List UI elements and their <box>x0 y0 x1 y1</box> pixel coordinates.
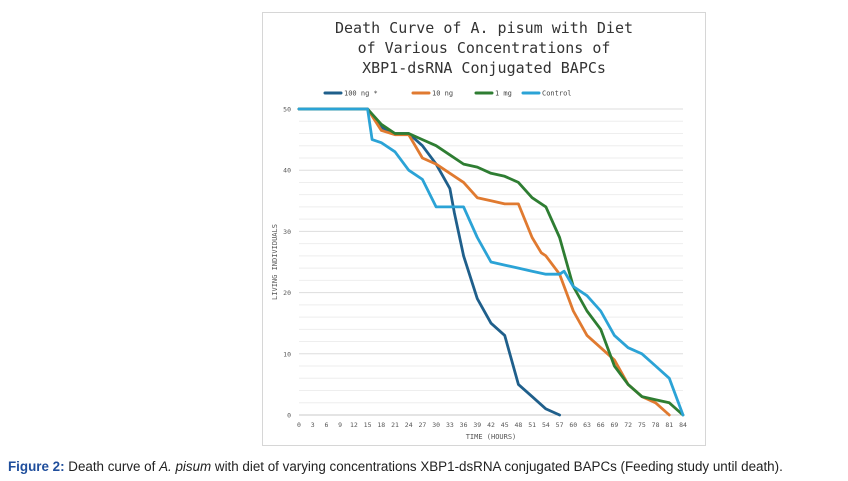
x-tick-label: 84 <box>679 421 687 429</box>
y-axis-title: LIVING INDIVIDUALS <box>271 224 279 300</box>
x-tick-label: 63 <box>583 421 591 429</box>
legend-label: 10 ng <box>432 90 453 98</box>
figure-caption: Figure 2: Death curve of A. pisum with d… <box>8 459 783 474</box>
chart-title: Death Curve of A. pisum with Diet of Var… <box>262 18 706 78</box>
x-tick-label: 6 <box>324 421 328 429</box>
y-tick-label: 20 <box>283 289 291 297</box>
chart-title-line-3: XBP1-dsRNA Conjugated BAPCs <box>362 59 606 77</box>
y-tick-label: 10 <box>283 350 291 358</box>
x-axis-title: TIME (HOURS) <box>466 433 517 441</box>
x-tick-label: 30 <box>432 421 440 429</box>
caption-species: A. pisum <box>159 459 212 474</box>
x-tick-label: 33 <box>446 421 454 429</box>
y-tick-label: 0 <box>287 412 291 420</box>
x-tick-label: 78 <box>652 421 660 429</box>
x-tick-label: 42 <box>487 421 495 429</box>
x-tick-label: 69 <box>611 421 619 429</box>
x-tick-label: 81 <box>665 421 673 429</box>
x-tick-label: 24 <box>405 421 413 429</box>
x-tick-label: 21 <box>391 421 399 429</box>
x-tick-label: 45 <box>501 421 509 429</box>
x-tick-label: 51 <box>528 421 536 429</box>
caption-text-after: with diet of varying concentrations XBP1… <box>211 459 783 474</box>
caption-label: Figure 2: <box>8 459 65 474</box>
x-tick-label: 36 <box>460 421 468 429</box>
series-line <box>297 107 671 417</box>
x-tick-label: 27 <box>419 421 427 429</box>
chart-title-line-2: of Various Concentrations of <box>357 39 611 57</box>
x-tick-label: 66 <box>597 421 605 429</box>
x-tick-label: 75 <box>638 421 646 429</box>
x-tick-label: 9 <box>338 421 342 429</box>
y-tick-label: 40 <box>283 167 291 175</box>
legend-label: Control <box>542 90 572 98</box>
x-tick-label: 3 <box>311 421 315 429</box>
y-tick-label: 30 <box>283 228 291 236</box>
x-tick-label: 57 <box>556 421 564 429</box>
x-tick-label: 54 <box>542 421 550 429</box>
chart-title-line-1: Death Curve of A. pisum with Diet <box>334 19 633 37</box>
x-tick-label: 18 <box>377 421 385 429</box>
x-tick-label: 48 <box>515 421 523 429</box>
x-tick-label: 60 <box>569 421 577 429</box>
chart-panel <box>262 12 706 446</box>
legend-label: 100 ng * <box>344 90 378 98</box>
series-line <box>297 107 561 417</box>
x-tick-label: 12 <box>350 421 358 429</box>
series-line <box>297 107 685 417</box>
series-line <box>297 107 685 417</box>
x-tick-label: 72 <box>624 421 632 429</box>
x-tick-label: 39 <box>473 421 481 429</box>
caption-text-before: Death curve of <box>64 459 160 474</box>
x-tick-label: 15 <box>364 421 372 429</box>
x-tick-label: 0 <box>297 421 301 429</box>
legend-label: 1 mg <box>495 90 512 98</box>
y-tick-label: 50 <box>283 106 291 114</box>
